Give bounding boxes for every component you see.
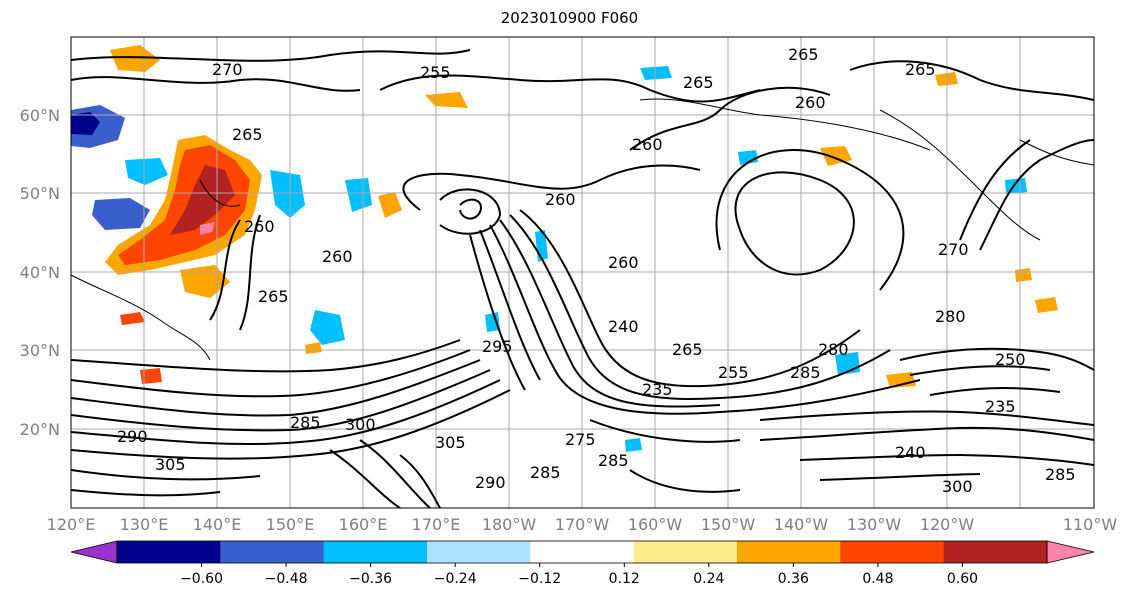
lat-label: 30°N [20,341,60,360]
contour-label: 260 [608,253,639,272]
contour-label: 235 [642,380,673,399]
lon-label: 120°W [920,515,975,534]
colorbar-frame [116,540,1048,564]
map-panel: 270 255 265 265 260 265 265 260 260 260 … [71,37,1094,508]
contour-label: 250 [995,350,1026,369]
lon-label: 130°E [120,515,169,534]
contour-label: 290 [475,473,506,492]
lon-label: 150°W [701,515,756,534]
colorbar-segment [840,541,945,563]
contour-lines [71,49,1094,508]
colorbar-tick-label: −0.24 [434,571,477,587]
contour-label: 255 [420,63,451,82]
lat-label: 40°N [20,263,60,282]
lon-label: 140°W [774,515,829,534]
contour-label: 280 [818,340,849,359]
contour-label: 235 [985,397,1016,416]
contour-label: 265 [788,45,819,64]
colorbar-extend-high [1046,540,1095,564]
lon-label: 180°W [482,515,537,534]
lon-label: 170°W [555,515,610,534]
contour-label: 285 [790,363,821,382]
colorbar-segment [220,541,325,563]
colorbar-tick-label: 0.60 [947,571,978,587]
colorbar-tick-label: −0.48 [265,571,308,587]
map-frame [70,36,1095,509]
lon-label: 110°W [1063,515,1118,534]
contour-label: 260 [322,247,353,266]
map-title: 2023010900 F060 [500,9,639,27]
lon-label: 160°W [628,515,683,534]
shaded-field-negative [71,66,1027,452]
contour-label: 270 [212,60,243,79]
contour-label: 265 [905,60,936,79]
contour-label: 260 [632,135,663,154]
lon-label: 160°E [339,515,388,534]
colorbar-segment [530,541,635,563]
contour-label: 285 [1045,465,1076,484]
contour-label: 295 [482,337,513,356]
contour-label: 300 [345,415,376,434]
contour-label: 265 [258,287,289,306]
contour-label: 265 [672,340,703,359]
contour-label: 280 [935,307,966,326]
colorbar-segment [943,541,1048,563]
contour-label: 305 [435,433,466,452]
contour-label: 270 [938,240,969,259]
contour-label: 265 [232,125,263,144]
contour-label: 285 [530,463,561,482]
colorbar-tick-label: 0.12 [609,571,640,587]
colorbar-segment [117,541,221,563]
colorbar-segment [427,541,531,563]
colorbar-segment [323,541,428,563]
lat-label: 50°N [20,184,60,203]
contour-label: 240 [608,317,639,336]
contour-label: 260 [795,93,826,112]
lon-label: 120°E [47,515,96,534]
contour-label: 260 [545,190,576,209]
contour-label: 285 [598,451,629,470]
colorbar-segment [737,541,841,563]
contour-label: 300 [942,477,973,496]
contour-label: 265 [683,73,714,92]
contour-label: 275 [565,430,596,449]
colorbar-segments [117,541,1048,563]
colorbar-extend-low [70,540,118,564]
contour-label: 305 [155,455,186,474]
lon-label: 170°E [412,515,461,534]
colorbar-segment [633,541,738,563]
lat-label: 60°N [20,106,60,125]
lat-label: 20°N [20,420,60,439]
contour-label: 285 [290,413,321,432]
lon-label: 130°W [847,515,902,534]
colorbar: −0.60 −0.48 −0.36 −0.24 −0.12 0.12 0.24 0.36 0.4… [70,540,1095,587]
colorbar-tick-label: 0.24 [693,571,724,587]
coastlines [71,98,1094,361]
colorbar-tick-label: −0.12 [518,571,561,587]
lon-label: 140°E [193,515,242,534]
contour-label: 290 [117,427,148,446]
colorbar-tick-label: 0.36 [778,571,809,587]
contour-label: 240 [895,443,926,462]
lon-label: 150°E [266,515,315,534]
colorbar-tick-label: 0.48 [862,571,893,587]
contour-label: 260 [244,217,275,236]
colorbar-tick-label: −0.60 [180,571,223,587]
colorbar-tick-label: −0.36 [349,571,392,587]
contour-label: 255 [718,363,749,382]
